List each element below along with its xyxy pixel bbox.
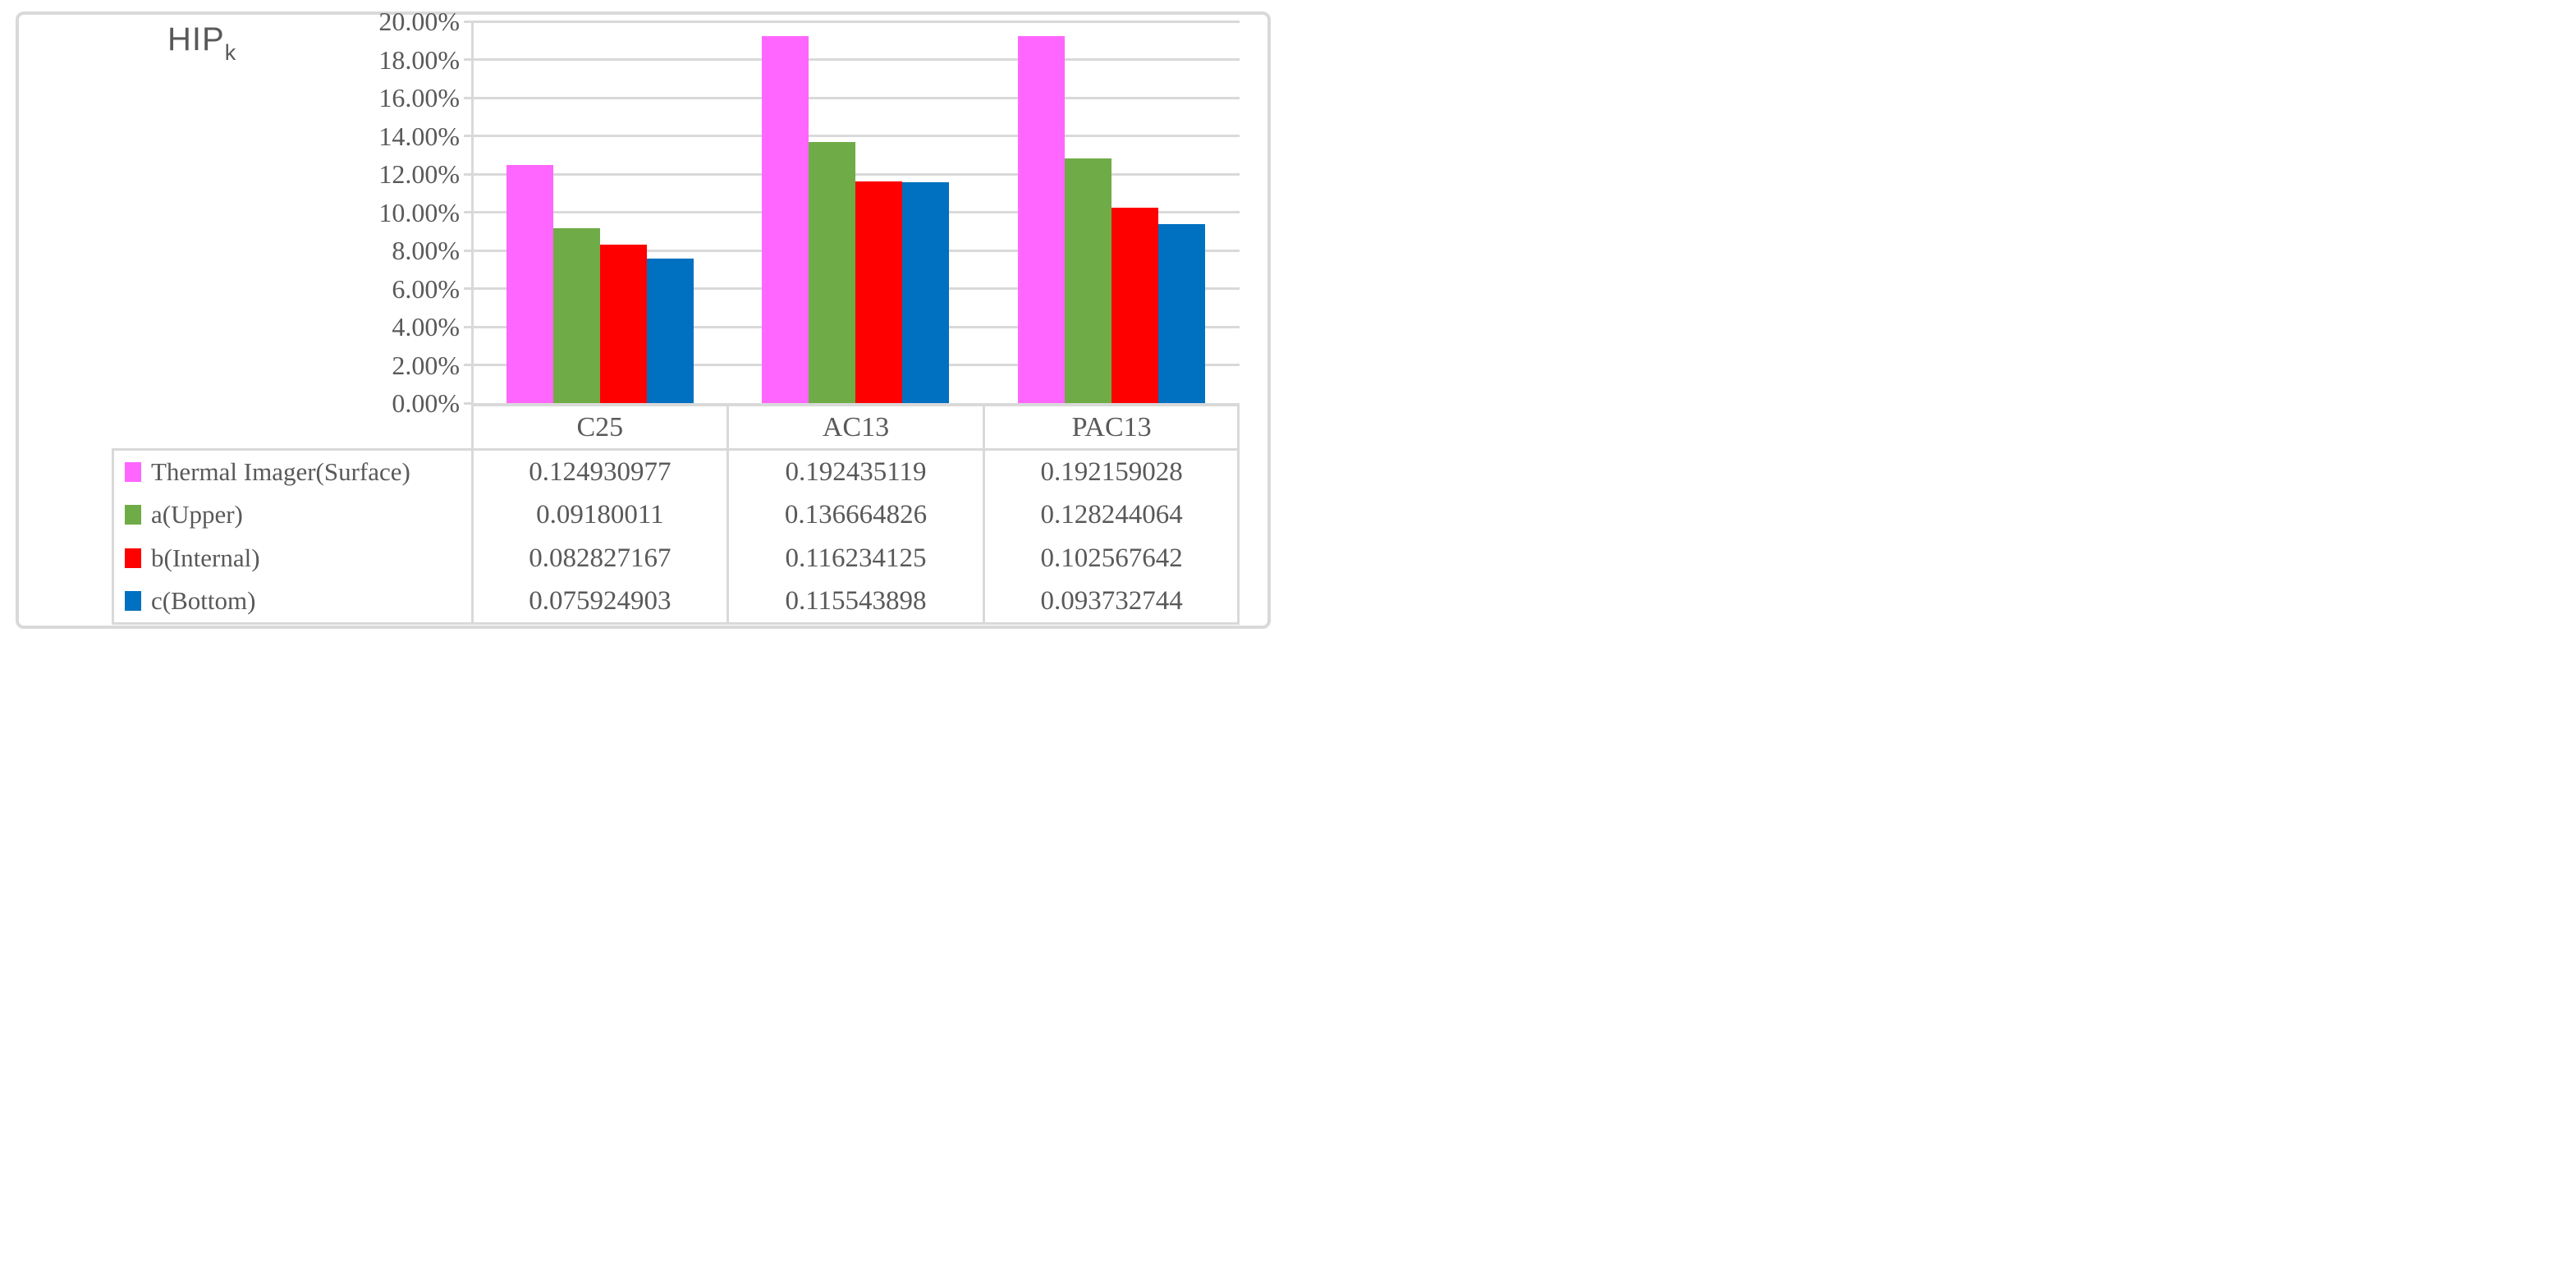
legend-item: b(Internal) [114,537,470,580]
value-cell: 0.124930977 [529,457,672,487]
bar-c(Bottom)-C25 [646,258,694,403]
bar-group-AC13 [728,21,984,403]
legend-label: a(Upper) [151,500,243,529]
legend-label: c(Bottom) [151,585,256,615]
legend-swatch-c(Bottom) [125,590,141,611]
legend-swatch-a(Upper) [125,505,141,525]
legend-swatch-b(Internal) [125,548,141,568]
bar-a(Upper)-AC13 [809,142,856,403]
x-axis-line [472,403,1240,406]
y-axis-tick-mark [464,325,472,328]
bar-b(Internal)-PAC13 [1112,207,1159,403]
y-axis-tick-mark [464,172,472,176]
y-axis-line [471,21,474,622]
gridline [472,58,1240,61]
y-tick-label: 4.00% [392,312,460,342]
y-tick-label: 18.00% [378,44,460,75]
y-axis-tick-mark [464,287,472,290]
legend-label: b(Internal) [151,543,260,572]
y-tick-label: 2.00% [392,350,460,380]
table-column-border [982,403,985,622]
y-tick-label: 8.00% [392,236,460,265]
bar-b(Internal)-AC13 [855,181,903,403]
value-cell: 0.115543898 [785,585,927,616]
value-cell: 0.075924903 [529,585,672,616]
gridline [472,96,1240,99]
y-tick-label: 16.00% [378,83,460,112]
y-tick-label: 12.00% [378,159,460,189]
value-cell: 0.102567642 [1040,543,1183,573]
value-cell: 0.116234125 [785,543,927,573]
y-axis-tick-mark [464,364,472,366]
legend-label: Thermal Imager(Surface) [151,457,410,487]
y-axis-tick-mark [464,58,472,61]
bar-Thermal Imager(Surface)-C25 [506,164,553,403]
bar-Thermal Imager(Surface)-PAC13 [1018,36,1066,403]
table-right-border [1237,403,1240,622]
table-column-border [727,403,730,622]
bar-a(Upper)-C25 [552,227,600,403]
value-cell: 0.082827167 [529,543,672,573]
y-tick-label: 14.00% [378,121,460,151]
legend-item: a(Upper) [114,493,470,536]
bar-group-PAC13 [983,21,1240,403]
category-cell-PAC13: PAC13 [1071,412,1152,442]
y-axis-tick-mark [464,135,472,137]
bar-b(Internal)-C25 [599,245,647,403]
category-cell-AC13: AC13 [822,412,890,442]
gridline [472,172,1240,176]
bar-Thermal Imager(Surface)-AC13 [762,35,809,403]
y-axis-tick-mark [464,401,472,405]
y-axis-tick-mark [464,249,472,252]
y-axis-tick-mark [464,96,472,99]
category-row-bottom-border [112,448,1240,451]
y-tick-label: 20.00% [378,7,460,36]
bar-group-C25 [472,21,728,403]
y-axis-tick-mark [464,20,472,23]
value-cell: 0.128244064 [1040,500,1183,530]
chart-title-main: HIP [167,21,225,57]
bar-c(Bottom)-PAC13 [1158,224,1206,403]
legend-item: Thermal Imager(Surface) [114,451,470,493]
value-cell: 0.09180011 [536,500,664,530]
value-cell: 0.192435119 [785,457,927,487]
bar-a(Upper)-PAC13 [1065,158,1112,403]
gridline [472,135,1240,137]
value-cell: 0.136664826 [784,500,928,530]
table-left-border [112,451,114,622]
table-bottom-border [112,622,1240,625]
chart-title: HIPk [167,21,236,66]
chart-canvas: HIPk 20.00% 18.00% 16.00% 14.00% 12.00% 10.00… [0,0,1288,640]
gridline [472,20,1240,23]
legend-swatch-Thermal Imager(Surface) [125,462,141,483]
bar-c(Bottom)-AC13 [902,182,950,403]
category-cell-C25: C25 [576,412,624,442]
y-tick-label: 0.00% [392,388,460,418]
chart-title-subscript: k [224,40,237,66]
value-cell: 0.093732744 [1040,585,1183,616]
legend-item: c(Bottom) [114,580,470,622]
y-axis-tick-mark [464,211,472,213]
value-cell: 0.192159028 [1040,457,1183,487]
y-tick-label: 10.00% [378,197,460,227]
y-tick-label: 6.00% [392,273,460,304]
